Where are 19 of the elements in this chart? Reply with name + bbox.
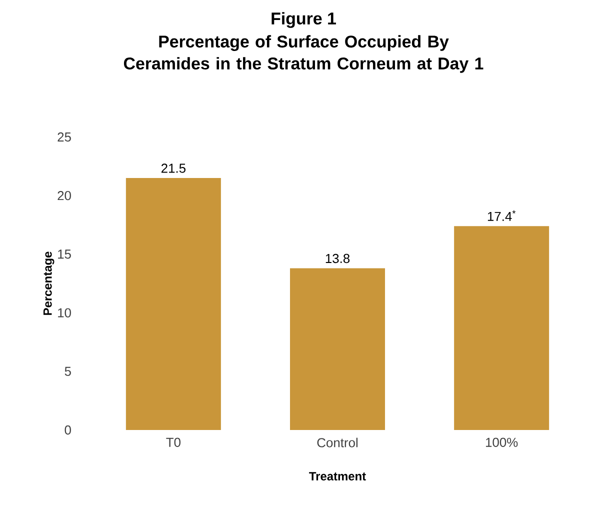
x-tick-label: T0 [166,438,180,447]
bar [454,226,550,430]
y-tick-label: 20 [58,191,71,200]
chart-subtitle: Percentage of Surface Occupied By Ceramides in the Stratum Corneum at Day 1 [124,35,484,73]
y-tick-label: 0 [64,425,71,435]
chart-title: Figure 1 [272,12,336,28]
data-label: 21.5 [161,164,186,173]
y-tick-label: 15 [58,250,71,259]
bar [126,178,221,430]
y-tick-label: 25 [58,132,71,142]
data-label: 13.8 [326,254,350,264]
y-axis-title: Percentage [43,252,54,315]
bar [290,268,386,430]
x-tick-label: 100% [486,438,518,447]
y-tick-label: 10 [58,308,71,318]
y-tick-label: 5 [64,366,71,376]
data-label: 17.4$^{*}$ [488,210,516,221]
x-tick-label: Control [317,438,358,448]
x-axis-title: Treatment [309,472,366,480]
